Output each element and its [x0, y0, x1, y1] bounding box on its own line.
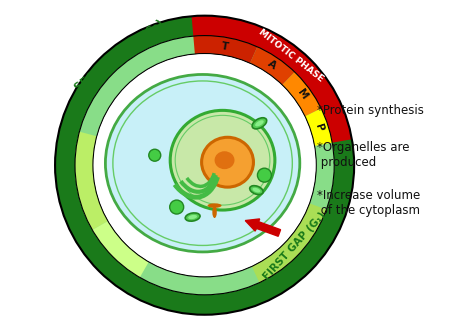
Wedge shape: [55, 16, 354, 315]
Ellipse shape: [215, 151, 235, 169]
Ellipse shape: [105, 75, 300, 252]
Text: MITOTIC PHASE: MITOTIC PHASE: [256, 27, 325, 83]
Text: *Increase volume
 of the cytoplasm: *Increase volume of the cytoplasm: [317, 189, 420, 217]
Circle shape: [257, 168, 272, 182]
FancyArrow shape: [245, 219, 281, 236]
Wedge shape: [92, 221, 149, 277]
Ellipse shape: [253, 188, 260, 192]
Wedge shape: [191, 16, 352, 143]
Ellipse shape: [250, 186, 263, 194]
Ellipse shape: [255, 120, 264, 127]
Ellipse shape: [170, 110, 275, 210]
Text: SYNTHESIS: SYNTHESIS: [74, 229, 128, 288]
Ellipse shape: [201, 137, 254, 187]
Text: M: M: [295, 87, 310, 102]
Text: FIRST GAP (G₁): FIRST GAP (G₁): [261, 210, 327, 282]
Ellipse shape: [185, 213, 200, 221]
Wedge shape: [252, 203, 327, 283]
Text: *Organelles are
 produced: *Organelles are produced: [317, 141, 410, 169]
Wedge shape: [282, 72, 321, 116]
Ellipse shape: [208, 203, 221, 208]
Ellipse shape: [212, 206, 217, 218]
Ellipse shape: [188, 215, 197, 219]
Wedge shape: [75, 132, 108, 230]
Text: *Protein synthesis: *Protein synthesis: [317, 104, 424, 117]
Wedge shape: [75, 36, 334, 295]
Circle shape: [149, 149, 161, 161]
Text: SECOND GAP (G₂): SECOND GAP (G₂): [73, 18, 165, 93]
Circle shape: [94, 55, 315, 276]
Wedge shape: [250, 47, 295, 85]
Wedge shape: [305, 108, 332, 146]
Text: P: P: [313, 123, 325, 133]
Wedge shape: [193, 36, 257, 63]
Ellipse shape: [252, 118, 267, 129]
Text: A: A: [266, 59, 278, 72]
Text: T: T: [220, 41, 229, 52]
Circle shape: [170, 200, 183, 214]
Text: INTERPHASE: INTERPHASE: [157, 318, 252, 331]
